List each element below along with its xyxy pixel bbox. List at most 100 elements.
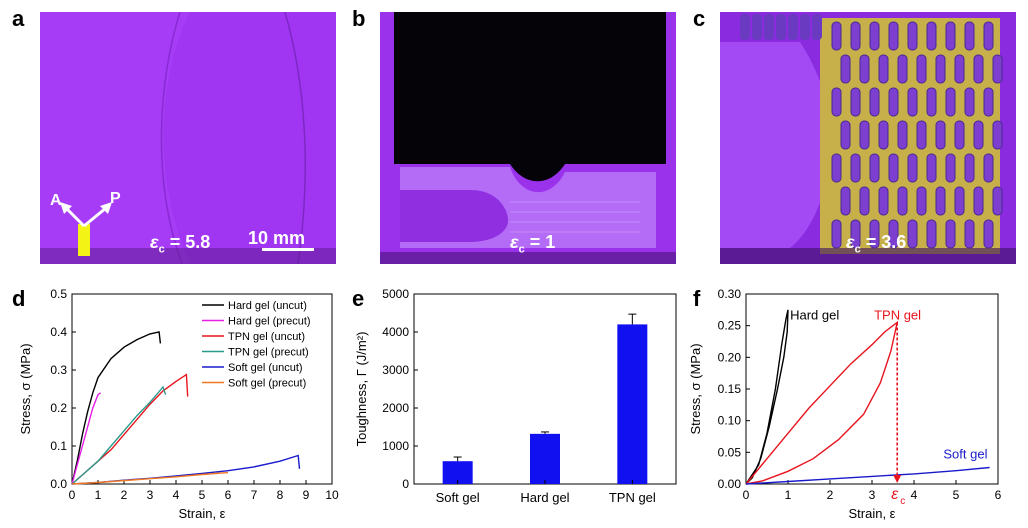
lattice-bar [973,120,984,150]
plot-frame [745,293,999,485]
y-tick-label: 0.0 [50,477,67,491]
arrow-a-label: A [50,192,62,209]
chart-f-series-line [745,466,990,485]
lattice-bar [850,87,861,117]
x-tick-label: Hard gel [520,490,569,505]
y-axis-label: Toughness, Γ (J/m²) [354,332,369,447]
lattice-bar [812,14,822,40]
lattice-bar [926,153,937,183]
y-tick-label: 2000 [382,401,409,415]
lattice-bar [878,186,889,216]
bar [442,461,473,484]
lattice-bar [907,21,918,51]
x-tick-label: 3 [869,488,876,502]
chart-d-series-line [71,385,167,485]
lattice-bar [878,120,889,150]
sub-a: c [158,243,165,256]
value-b: = 1 [524,232,556,252]
lattice-bar [888,153,899,183]
y-tick-label: 0.2 [50,401,67,415]
x-tick-label: 2 [827,488,834,502]
lattice-bar [973,54,984,84]
lattice-bar [954,54,965,84]
photo-b-svg [380,12,676,264]
lattice-bar [740,14,750,40]
legend-label: Hard gel (precut) [228,316,311,328]
x-tick-label: 1 [95,488,102,502]
lattice-bar [954,120,965,150]
lattice-bar [945,21,956,51]
lattice-bar [897,120,908,150]
y-tick-label: 1000 [382,439,409,453]
y-tick-label: 3000 [382,363,409,377]
photo-b: εc = 1 [380,12,676,264]
lattice-bar [897,186,908,216]
y-tick-label: 0 [402,477,409,491]
y-tick-label: 0.05 [718,445,742,459]
y-tick-label: 5000 [382,287,409,301]
lattice-bar [907,87,918,117]
y-tick-label: 0.20 [718,350,742,364]
y-tick-label: 0.5 [50,287,67,301]
x-axis-label: Strain, ε [179,506,226,521]
chart-d-series-line [71,373,189,485]
sub-b: c [518,243,525,256]
lattice-bar [888,21,899,51]
lattice-bar [992,120,1003,150]
x-tick-label: 6 [995,488,1002,502]
y-tick-label: 0.3 [50,363,67,377]
lattice-bar [945,87,956,117]
lattice-bar [916,54,927,84]
x-tick-label: 5 [199,488,206,502]
lattice-bar [954,186,965,216]
panel-letter-b: b [352,6,366,31]
x-tick-label: 1 [785,488,792,502]
y-tick-label: 0.00 [718,477,742,491]
lattice-bar [907,153,918,183]
lattice-bar [907,219,918,249]
lattice-bar [964,21,975,51]
plot-frame [71,293,333,485]
panel-letter-e: e [352,286,365,311]
strain-label-c: εc = 3.6 [846,232,906,256]
chart-d-series-line [71,454,301,485]
epsilon-c: ε [846,232,855,252]
lattice-bar [935,186,946,216]
strain-label-b: εc = 1 [510,232,555,256]
epsilon-b: ε [510,232,519,252]
lattice-bar [752,14,762,40]
lattice-bar [850,219,861,249]
lattice-bar [831,21,842,51]
epsilon-a: ε [150,232,159,252]
panel-letter-f: f [693,286,701,311]
lattice-bar [840,186,851,216]
series-label-soft: Soft gel [943,447,987,462]
lattice-bar [964,219,975,249]
panel-letter-a: a [12,6,25,31]
legend-label: TPN gel (uncut) [228,331,305,343]
lattice-bar [897,54,908,84]
chart-d-series-line [71,331,162,485]
y-axis-label: Stress, σ (MPa) [18,343,33,434]
lattice-bar [926,21,937,51]
x-tick-label: 6 [225,488,232,502]
lattice-bar [764,14,774,40]
x-tick-label: 9 [303,488,310,502]
lattice-bar [945,219,956,249]
lattice-bar [983,21,994,51]
lattice-bar [964,87,975,117]
lattice-bar [926,87,937,117]
lattice-bar [935,54,946,84]
x-tick-label: 0 [69,488,76,502]
lattice-bar [878,54,889,84]
y-tick-label: 0.4 [50,325,67,339]
critical-strain-arrow [893,475,902,483]
x-tick-label: 0 [743,488,750,502]
y-tick-label: 0.30 [718,287,742,301]
panel-letter-c: c [693,6,706,31]
lattice-bar [983,87,994,117]
y-tick-label: 0.10 [718,414,742,428]
lattice-bar [859,186,870,216]
lattice-bar [916,120,927,150]
legend-label: Soft gel (uncut) [228,362,303,374]
